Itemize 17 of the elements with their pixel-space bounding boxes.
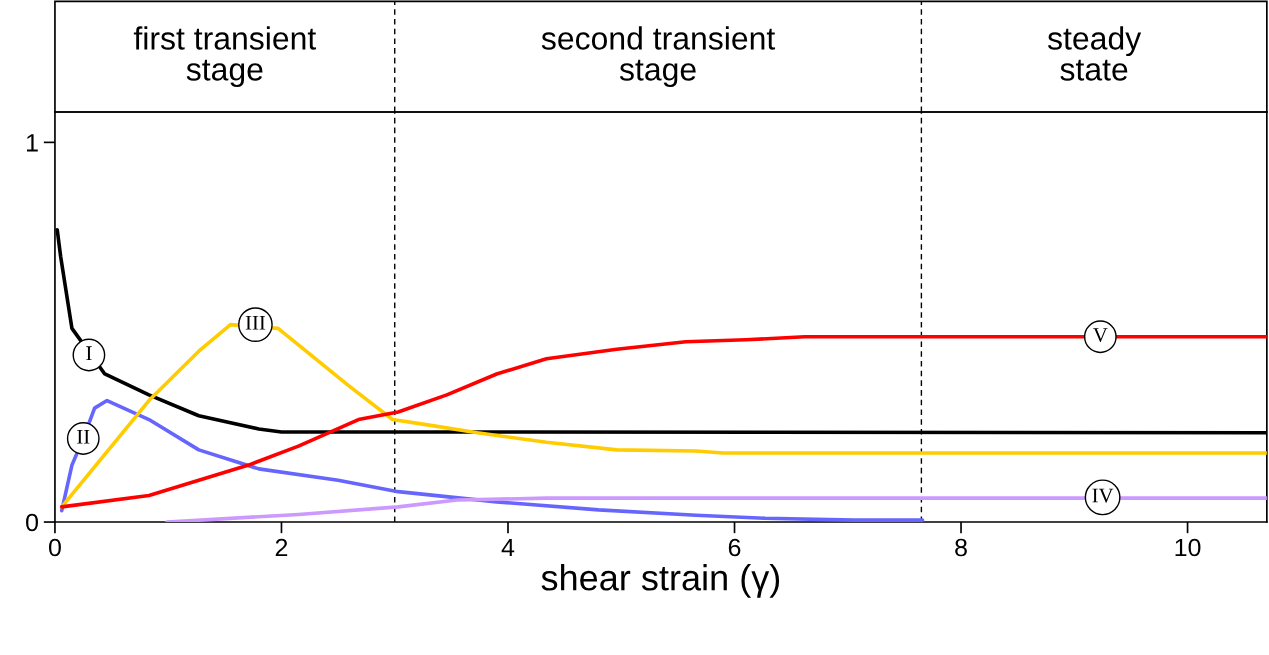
x-tick-label: 6	[728, 538, 741, 557]
annotation: II	[77, 429, 90, 444]
text: first transient stage	[133, 26, 317, 88]
x-tick-label: 4	[501, 538, 515, 557]
line-series	[59, 398, 925, 522]
annotation: III	[245, 315, 266, 330]
text: second transient stage	[541, 26, 776, 88]
annotation: V	[1093, 328, 1108, 343]
text: steady state	[1047, 26, 1142, 81]
y-tick-label: 1	[26, 134, 38, 152]
x-tick-label: 8	[955, 538, 967, 557]
x-tick-label: 2	[275, 538, 288, 557]
annotation: IV	[1092, 488, 1114, 503]
annotation: I	[86, 346, 92, 360]
x-tick-label: 10	[1175, 538, 1201, 557]
x-axis-title: shear strain (γ)	[541, 564, 780, 598]
x-tick-label: 0	[48, 538, 61, 557]
